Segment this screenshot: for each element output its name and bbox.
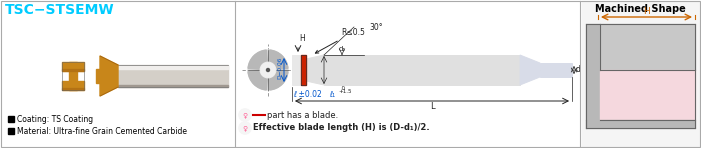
Bar [96,69,102,83]
Wedge shape [268,70,288,90]
Text: d: d [576,66,581,74]
Bar [301,55,306,85]
Bar [324,55,520,85]
Text: d₁: d₁ [339,46,346,52]
Text: Coating: TS Coating: Coating: TS Coating [17,115,93,123]
Bar [8,116,14,122]
Text: 30°: 30° [369,23,383,32]
Bar [62,81,84,90]
Circle shape [260,62,276,78]
Text: Effective blade length (H) is (D-d₁)/2.: Effective blade length (H) is (D-d₁)/2. [253,123,430,132]
Text: Machined Shape: Machined Shape [595,4,686,14]
Bar [8,128,14,134]
Text: ♀: ♀ [243,125,247,131]
Text: ℓ ±0.02: ℓ ±0.02 [293,90,322,99]
Circle shape [248,50,288,90]
Bar [600,70,695,120]
Text: H: H [643,7,650,16]
Polygon shape [520,55,540,85]
Bar [62,69,84,71]
Text: D−0.06: D−0.06 [277,57,282,79]
Text: R≤0.5: R≤0.5 [315,28,365,53]
Circle shape [239,109,251,121]
Polygon shape [100,56,118,96]
Text: H: H [299,34,305,43]
Text: ℓ₁: ℓ₁ [329,90,335,99]
Circle shape [239,122,251,134]
Bar [118,85,228,87]
Bar [582,1,699,147]
Bar [118,66,228,69]
Text: Material: Ultra-fine Grain Cemented Carbide: Material: Ultra-fine Grain Cemented Carb… [17,127,187,136]
Bar [540,63,572,77]
Text: ♀: ♀ [243,112,247,118]
Wedge shape [248,70,268,90]
Circle shape [266,69,269,71]
Text: 0: 0 [338,86,345,91]
Wedge shape [248,50,268,70]
Bar [600,24,695,70]
Polygon shape [306,55,324,85]
Wedge shape [268,50,288,70]
Text: TSC−STSEMW: TSC−STSEMW [5,3,115,17]
Bar [118,65,228,87]
Bar [62,62,84,71]
Bar [69,62,77,90]
Text: +1.5: +1.5 [338,89,351,94]
Text: L: L [430,102,435,111]
Text: part has a blade.: part has a blade. [267,111,339,119]
Bar [62,88,84,90]
Bar [586,24,600,120]
Bar [586,120,695,128]
Bar [292,55,306,85]
